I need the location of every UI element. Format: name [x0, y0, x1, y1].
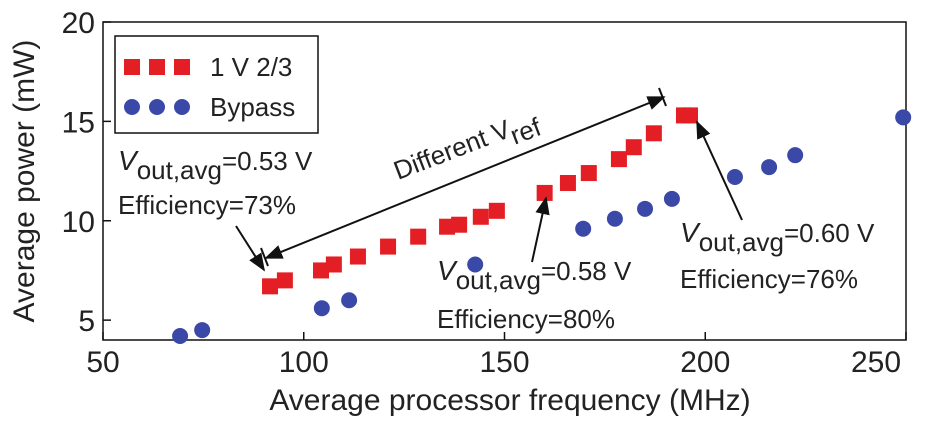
annotation-text: =0.53 V — [222, 146, 313, 176]
data-point — [761, 159, 778, 176]
data-point — [349, 248, 366, 265]
annotation-text: =0.60 V — [784, 218, 875, 248]
y-tick-label: 10 — [62, 206, 95, 239]
data-point — [625, 139, 642, 156]
annotation-subscript: out,avg — [137, 155, 222, 185]
data-point — [559, 174, 576, 191]
x-tick-label: 100 — [279, 346, 329, 379]
annotation-symbol: V — [437, 255, 458, 286]
annotation-text: =0.58 V — [541, 256, 632, 286]
annotation: Vout,avg=0.58 V — [437, 255, 632, 295]
data-point — [637, 200, 654, 217]
data-point — [726, 169, 743, 186]
range-end — [658, 87, 667, 107]
legend-marker — [149, 99, 165, 115]
data-point — [172, 328, 189, 345]
data-point — [787, 147, 804, 164]
data-point — [467, 256, 484, 273]
data-point — [341, 292, 358, 309]
data-point — [663, 190, 680, 207]
annotation-arrow — [696, 120, 743, 221]
data-point — [536, 184, 553, 201]
range-label: Different Vref — [389, 103, 545, 194]
legend-label: 1 V 2/3 — [210, 52, 292, 82]
data-point — [606, 210, 623, 227]
annotation: Vout,avg=0.53 V — [118, 145, 313, 185]
range-arrow — [264, 96, 666, 259]
x-tick-label: 200 — [680, 346, 730, 379]
data-point — [610, 151, 627, 168]
y-tick-label: 20 — [62, 7, 95, 40]
y-tick-label: 5 — [78, 305, 95, 338]
x-tick-label: 250 — [851, 346, 901, 379]
y-tick-label: 15 — [62, 106, 95, 139]
data-point — [451, 216, 468, 233]
x-tick-label: 50 — [86, 346, 119, 379]
annotation-symbol: V — [680, 217, 701, 248]
range-label-text: Different V — [389, 114, 515, 186]
data-point — [681, 107, 698, 124]
annotation-note: Efficiency=76% — [680, 264, 858, 294]
annotation-arrow — [235, 225, 265, 272]
data-point — [580, 165, 597, 182]
legend-label: Bypass — [210, 92, 295, 122]
annotation: Vout,avg=0.60 V — [680, 217, 875, 257]
range-end — [260, 247, 269, 267]
range-label-subscript: ref — [506, 111, 546, 150]
legend-marker — [149, 59, 165, 75]
data-point — [895, 109, 912, 126]
legend-marker — [124, 59, 140, 75]
data-point — [313, 300, 330, 317]
data-point — [410, 228, 427, 245]
data-point — [262, 278, 279, 295]
annotation-note: Efficiency=73% — [118, 190, 296, 220]
x-tick-label: 150 — [479, 346, 529, 379]
legend-marker — [174, 59, 190, 75]
annotation-subscript: out,avg — [456, 265, 541, 295]
data-point — [472, 208, 489, 225]
legend-marker — [174, 99, 190, 115]
data-point — [380, 238, 397, 255]
y-axis-title: Average power (mW) — [8, 40, 41, 323]
data-point — [325, 256, 342, 273]
data-point — [575, 220, 592, 237]
legend-marker — [124, 99, 140, 115]
data-point — [645, 125, 662, 142]
data-point — [313, 262, 330, 279]
data-point — [488, 202, 505, 219]
annotation-symbol: V — [118, 145, 139, 176]
data-point — [276, 272, 293, 289]
x-axis-title: Average processor frequency (MHz) — [269, 384, 750, 417]
annotation-arrow — [531, 196, 550, 263]
annotation-note: Efficiency=80% — [437, 304, 615, 334]
annotation-subscript: out,avg — [699, 227, 784, 257]
data-point — [194, 322, 211, 339]
